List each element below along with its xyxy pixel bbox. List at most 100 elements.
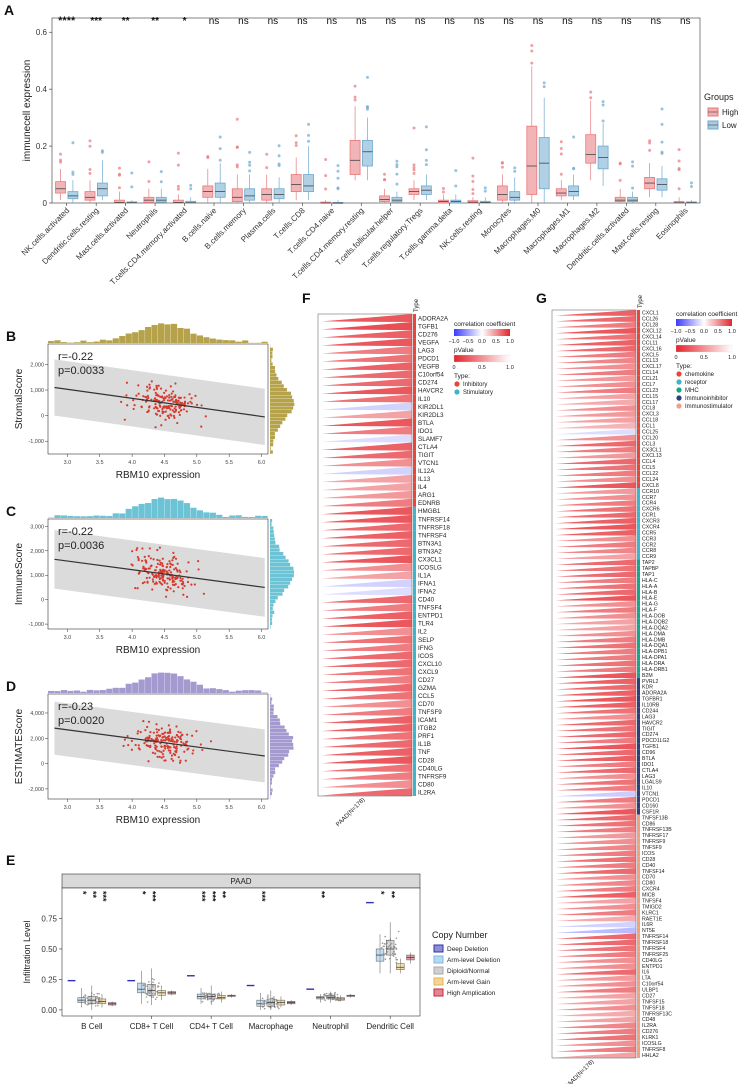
outlier: [661, 107, 664, 110]
significance-label: ns: [238, 16, 249, 27]
data-point: [154, 403, 156, 405]
data-point: [179, 731, 181, 733]
outlier: [471, 192, 474, 195]
data-point: [148, 555, 150, 557]
histogram-bar-top: [229, 692, 235, 693]
histogram-bar-top: [216, 689, 222, 693]
correlation-r: r=-0.22: [58, 526, 93, 538]
type-bar: [637, 844, 640, 850]
data-point: [166, 589, 168, 591]
type-bar: [637, 856, 640, 862]
significance-label: **: [386, 891, 396, 899]
type-bar: [413, 627, 416, 635]
data-point: [166, 577, 168, 579]
data-point: [165, 596, 167, 598]
jitter-point: [204, 997, 206, 999]
jitter-point: [86, 997, 88, 999]
type-bar: [637, 494, 640, 500]
type-bar: [637, 773, 640, 779]
histogram-bar-top: [255, 516, 261, 518]
outlier: [425, 159, 428, 162]
significance-label: ns: [297, 16, 308, 27]
box: [628, 197, 638, 201]
data-point: [160, 745, 162, 747]
type-header: Type: [414, 298, 420, 312]
type-bar: [637, 714, 640, 720]
type-bar: [637, 850, 640, 856]
outlier: [307, 140, 310, 143]
gene-label: LAG3: [418, 348, 435, 355]
histogram-bar-side: [270, 589, 284, 592]
type-bar: [413, 732, 416, 740]
type-bar: [637, 696, 640, 702]
gene-label: IFNA2: [418, 589, 436, 596]
data-point: [162, 558, 164, 560]
data-point: [159, 546, 161, 548]
histogram-bar-side: [270, 585, 288, 588]
gene-label: ICOSLG: [418, 564, 442, 571]
histogram-bar-side: [270, 450, 273, 453]
data-point: [174, 754, 176, 756]
jitter-point: [262, 1006, 264, 1008]
data-point: [191, 735, 193, 737]
outlier: [425, 163, 428, 166]
type-bar: [637, 963, 640, 969]
data-point: [169, 732, 171, 734]
jitter-point: [142, 985, 144, 987]
x-tick-label: T.cells.gamma.delta: [398, 206, 455, 263]
data-point: [186, 596, 188, 598]
jitter-point: [95, 1005, 97, 1007]
jitter-point: [86, 1004, 88, 1006]
outlier: [484, 186, 487, 189]
data-point: [137, 730, 139, 732]
outlier: [530, 49, 533, 52]
histogram-bar-top: [236, 342, 242, 343]
jitter-point: [277, 1006, 279, 1008]
outlier: [425, 125, 428, 128]
type-bar: [637, 435, 640, 441]
box: [156, 197, 166, 202]
box: [291, 175, 301, 192]
gene-label: IL1B: [418, 741, 431, 748]
x-tick-label: NK.cells.activated: [20, 206, 71, 257]
data-point: [176, 734, 178, 736]
y-tick-label: -1,000: [28, 622, 44, 628]
histogram-bar-top: [152, 499, 158, 518]
data-point: [176, 741, 178, 743]
gene-label: BTN3A2: [418, 548, 442, 555]
box: [97, 183, 107, 196]
jitter-point: [217, 993, 219, 995]
data-point: [155, 569, 157, 571]
type-bar: [413, 603, 416, 611]
data-point: [138, 559, 140, 561]
type-bar: [637, 797, 640, 803]
histogram-bar-side: [270, 708, 274, 711]
outlier: [307, 134, 310, 137]
outlier: [236, 146, 239, 149]
histogram-bar-top: [106, 516, 112, 518]
jitter-point: [326, 993, 328, 995]
histogram-bar-top: [100, 340, 106, 343]
significance-label: ns: [503, 16, 514, 27]
data-point: [150, 565, 152, 567]
histogram-bar-top: [80, 692, 86, 693]
type-bar: [413, 378, 416, 386]
data-point: [138, 744, 140, 746]
x-tick-label: B Cell: [81, 1022, 103, 1031]
type-bar: [413, 499, 416, 507]
outlier: [337, 164, 340, 167]
data-point: [183, 751, 185, 753]
type-bar: [413, 523, 416, 531]
outlier: [530, 44, 533, 47]
data-point: [174, 736, 176, 738]
outlier: [88, 139, 91, 142]
type-bar: [413, 394, 416, 402]
box: [527, 126, 537, 194]
histogram-bar-top: [93, 690, 99, 693]
data-point: [156, 746, 158, 748]
jitter-point: [278, 1008, 280, 1010]
type-bar: [637, 862, 640, 868]
histogram-bar-top: [106, 689, 112, 693]
histogram-bar-side: [270, 373, 276, 376]
data-point: [125, 394, 127, 396]
